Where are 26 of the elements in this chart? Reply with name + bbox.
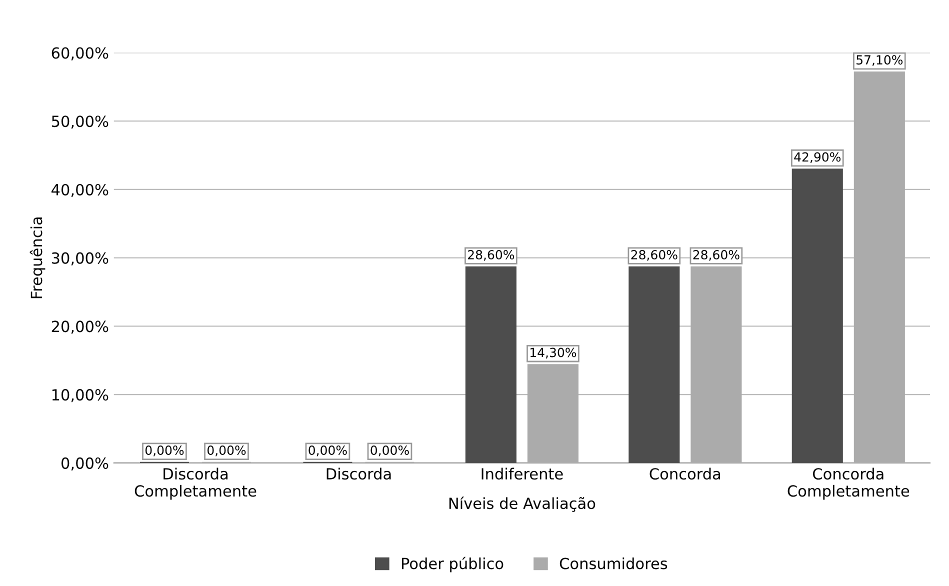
data-label: 0,00%	[145, 446, 184, 456]
y-tick-label: 20,00%	[52, 320, 108, 334]
data-label: 28,60%	[693, 250, 740, 261]
x-axis-title: Níveis de Avaliação	[449, 496, 596, 512]
data-label: 14,30%	[530, 348, 576, 358]
x-tick-label: Discorda Completamente	[134, 468, 256, 500]
y-tick-label: 60,00%	[52, 47, 108, 60]
y-tick-label: 40,00%	[52, 184, 108, 198]
y-axis-title: Frequência	[30, 217, 46, 298]
y-tick-label: 50,00%	[52, 116, 108, 129]
x-tick-label: Concorda Completamente	[788, 468, 910, 500]
y-tick-label: 30,00%	[52, 252, 108, 266]
data-label: 42,90%	[794, 152, 841, 163]
x-tick-label: Concorda	[650, 468, 720, 480]
y-tick-label: 10,00%	[52, 389, 108, 402]
data-label: 28,60%	[631, 250, 678, 261]
x-tick-label: Indiferente	[482, 468, 563, 480]
data-label: 0,00%	[308, 446, 347, 456]
data-label: 0,00%	[207, 446, 246, 456]
y-tick-label: 0,00%	[61, 457, 108, 471]
legend-label: Consumidores	[560, 557, 668, 570]
legend-label: Poder público	[402, 556, 504, 572]
data-label: 57,10%	[856, 55, 903, 66]
data-label: 0,00%	[370, 446, 409, 456]
x-tick-label: Discorda	[326, 468, 391, 480]
data-label: 28,60%	[468, 250, 514, 261]
